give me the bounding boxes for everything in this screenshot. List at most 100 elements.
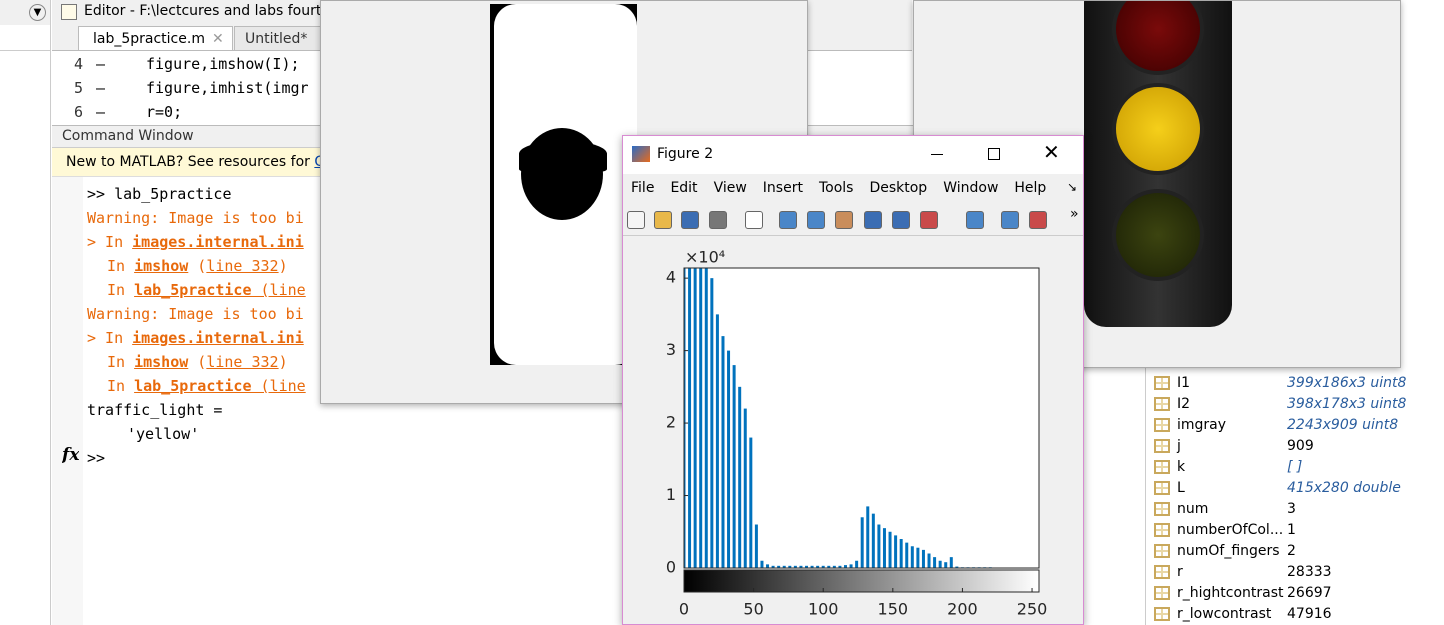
workspace-row[interactable]: numOf_fingers 2 xyxy=(1146,541,1444,562)
x-tick-label: 50 xyxy=(743,600,763,619)
matlab-icon xyxy=(632,146,650,162)
bar xyxy=(955,566,959,568)
cmd-link[interactable]: images.internal.ini xyxy=(132,329,304,347)
bar xyxy=(793,565,797,568)
menu-item[interactable]: Insert xyxy=(762,180,803,196)
bar xyxy=(860,517,864,568)
workspace-row[interactable]: I1 399x186x3 uint8 xyxy=(1146,373,1444,394)
bar xyxy=(905,542,909,568)
minimize-button[interactable] xyxy=(931,154,943,155)
variable-value: 26697 xyxy=(1287,585,1332,601)
toolbar-button[interactable] xyxy=(654,211,672,229)
cmd-link[interactable]: lab_5practice xyxy=(134,281,252,299)
menu-item[interactable]: Tools xyxy=(818,180,854,196)
variable-value: 47916 xyxy=(1287,606,1332,622)
toolbar-button[interactable] xyxy=(627,211,645,229)
maximize-button[interactable] xyxy=(988,148,1000,160)
workspace-row[interactable]: r_lowcontrast 47916 xyxy=(1146,604,1444,625)
menu-item[interactable]: File xyxy=(631,180,655,196)
workspace-row[interactable]: I2 398x178x3 uint8 xyxy=(1146,394,1444,415)
cmd-link[interactable]: line 332 xyxy=(206,257,279,275)
cmd-link[interactable]: images.internal.ini xyxy=(132,233,304,251)
fx-icon[interactable]: fx xyxy=(62,445,80,465)
workspace-row[interactable]: r 28333 xyxy=(1146,562,1444,583)
cmd-text: In xyxy=(107,377,135,395)
cmd-link[interactable]: lab_5practice xyxy=(134,377,252,395)
toolbar-button[interactable] xyxy=(681,211,699,229)
toolbar-button[interactable] xyxy=(966,211,984,229)
cmd-link[interactable]: imshow xyxy=(134,353,189,371)
toolbar-button[interactable] xyxy=(779,211,797,229)
y-tick-label: 1 xyxy=(666,485,676,504)
variable-icon xyxy=(1154,544,1170,558)
toolbar-button[interactable] xyxy=(835,211,853,229)
cmd-text: Warning: Image is too bi xyxy=(87,305,304,323)
toolbar-button[interactable] xyxy=(1001,211,1019,229)
editor-icon xyxy=(61,4,77,20)
bar xyxy=(684,268,686,568)
bar xyxy=(766,564,770,568)
menu-item[interactable]: Window xyxy=(943,180,999,196)
line-marker: – xyxy=(96,79,106,97)
menu-item[interactable]: Help xyxy=(1014,180,1047,196)
tab-close[interactable]: ✕ xyxy=(212,31,224,47)
code-line: 5– figure,imhist(imgr xyxy=(52,76,912,100)
workspace-row[interactable]: k [ ] xyxy=(1146,457,1444,478)
cmd-text: > In xyxy=(87,329,133,347)
y-tick-label: 0 xyxy=(666,558,676,577)
cmd-text: (line xyxy=(251,377,306,395)
toolbar-overflow[interactable]: » xyxy=(1070,206,1079,222)
workspace-table: I1 399x186x3 uint8 I2 398x178x3 uint8 imgray… xyxy=(1146,373,1444,625)
variable-icon xyxy=(1154,523,1170,537)
variable-value: 909 xyxy=(1287,438,1314,454)
menu-item[interactable]: View xyxy=(713,180,747,196)
panel-menu-button[interactable]: ▼ xyxy=(29,4,46,21)
editor-tab[interactable]: lab_5practice.m ✕ xyxy=(78,26,233,50)
variable-name: numberOfCol... xyxy=(1177,522,1284,538)
bar xyxy=(838,565,842,568)
variable-value: [ ] xyxy=(1287,459,1303,475)
toolbar-button[interactable] xyxy=(1029,211,1047,229)
variable-icon xyxy=(1154,376,1170,390)
code-text: figure,imshow(I); xyxy=(146,55,300,73)
toolbar-button[interactable] xyxy=(709,211,727,229)
workspace-row[interactable]: num 3 xyxy=(1146,499,1444,520)
code-line: 6– r=0; xyxy=(52,100,912,124)
bar xyxy=(743,408,747,568)
toolbar-button[interactable] xyxy=(807,211,825,229)
bar xyxy=(805,565,809,568)
bar xyxy=(771,565,775,568)
cmd-text: Warning: Image is too bi xyxy=(87,209,304,227)
variable-name: numOf_fingers xyxy=(1177,543,1280,559)
figure-title: Figure 2 xyxy=(657,146,714,162)
toolbar-button[interactable] xyxy=(864,211,882,229)
menu-overflow[interactable]: ↘ xyxy=(1067,180,1078,194)
workspace-row[interactable]: imgray 2243x909 uint8 xyxy=(1146,415,1444,436)
cmd-link[interactable]: line 332 xyxy=(206,353,279,371)
toolbar-button[interactable] xyxy=(920,211,938,229)
code-line: 4– figure,imshow(I); xyxy=(52,52,912,76)
bar xyxy=(827,565,831,568)
menu-item[interactable]: Desktop xyxy=(869,180,928,196)
workspace-row[interactable]: j 909 xyxy=(1146,436,1444,457)
bar xyxy=(788,565,792,568)
toolbar-button[interactable] xyxy=(892,211,910,229)
variable-value: 398x178x3 uint8 xyxy=(1287,396,1407,412)
menu-item[interactable]: Edit xyxy=(670,180,698,196)
green-lamp xyxy=(1112,189,1204,281)
x-tick-label: 100 xyxy=(808,600,839,619)
bar xyxy=(921,549,925,568)
workspace-row[interactable]: L 415x280 double xyxy=(1146,478,1444,499)
bar xyxy=(777,565,781,568)
toolbar-button[interactable] xyxy=(745,211,763,229)
workspace-row[interactable]: numberOfCol... 1 xyxy=(1146,520,1444,541)
workspace-row[interactable]: r_hightcontrast 26697 xyxy=(1146,583,1444,604)
cmd-text: ( xyxy=(188,353,207,371)
close-button[interactable]: ✕ xyxy=(1043,140,1060,164)
bar xyxy=(816,565,820,568)
bar xyxy=(832,565,836,568)
bars xyxy=(684,268,992,568)
editor-tab[interactable]: Untitled* xyxy=(234,26,334,50)
cmd-link[interactable]: imshow xyxy=(134,257,189,275)
